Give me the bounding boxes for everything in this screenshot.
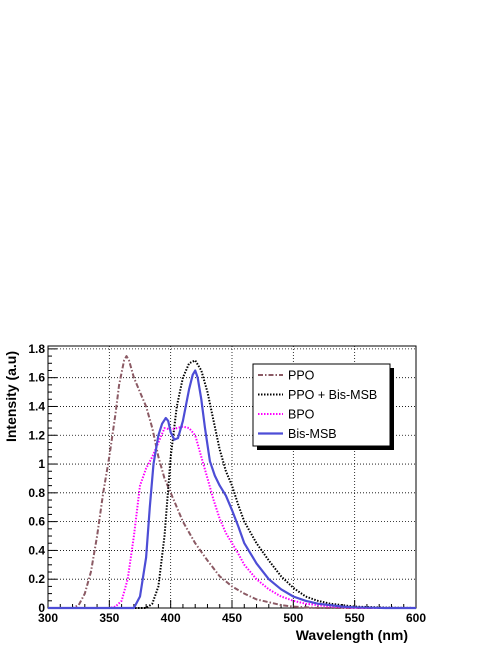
x-tick-label: 600 xyxy=(406,611,426,625)
legend-label: PPO xyxy=(288,369,315,383)
series-line-bis-msb xyxy=(48,369,416,610)
legend-label: PPO + Bis-MSB xyxy=(288,388,377,402)
series-line-ppo-bis-msb xyxy=(48,359,417,609)
series-layer xyxy=(48,355,417,610)
x-tick-label: 350 xyxy=(99,611,119,625)
x-axis-title: Wavelength (nm) xyxy=(296,627,408,643)
y-tick-label: 0.4 xyxy=(28,543,45,557)
y-tick-label: 0.6 xyxy=(28,515,45,529)
series-line-ppo xyxy=(48,355,416,609)
axis-tick-labels: 300 350 400 450 500 550 600 0 0.2 0.4 0.6 0.8 1 1.2 1.… xyxy=(28,342,426,625)
x-tick-label: 400 xyxy=(161,611,181,625)
y-axis-title: Intensity (a.u) xyxy=(3,351,19,442)
legend: PPO PPO + Bis-MSB BPO Bis-MSB xyxy=(252,363,394,450)
y-tick-label: 0.8 xyxy=(28,486,45,500)
x-tick-label: 500 xyxy=(283,611,303,625)
y-tick-label: 0 xyxy=(38,601,45,615)
y-tick-label: 1.8 xyxy=(28,342,45,356)
x-tick-label: 550 xyxy=(345,611,365,625)
y-tick-label: 1.4 xyxy=(28,399,45,413)
y-tick-label: 1 xyxy=(38,457,45,471)
x-tick-label: 450 xyxy=(222,611,242,625)
y-tick-label: 1.2 xyxy=(28,428,45,442)
x-tick-label: 300 xyxy=(38,611,58,625)
legend-label: Bis-MSB xyxy=(288,427,337,441)
y-tick-label: 0.2 xyxy=(28,572,45,586)
legend-label: BPO xyxy=(288,408,315,422)
legend-box xyxy=(252,363,391,447)
legend-items: PPO PPO + Bis-MSB BPO Bis-MSB xyxy=(258,369,377,441)
y-tick-label: 1.6 xyxy=(28,371,45,385)
